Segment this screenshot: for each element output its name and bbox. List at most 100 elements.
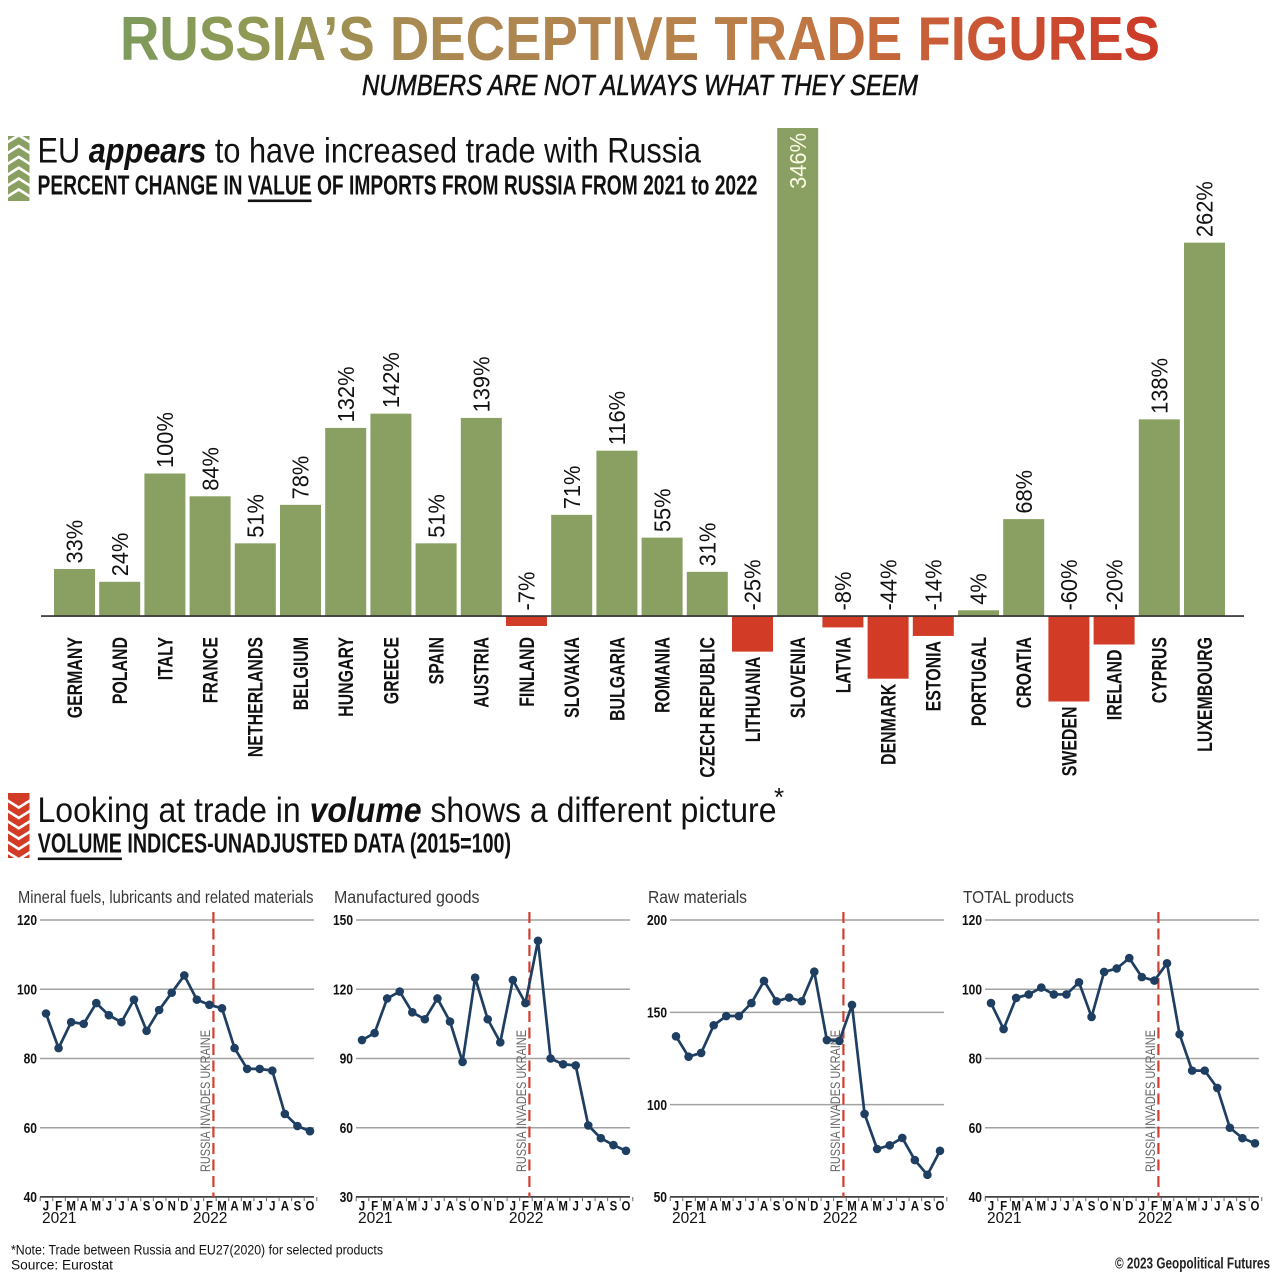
svg-text:-44%: -44% — [875, 560, 901, 611]
svg-text:FINLAND: FINLAND — [515, 637, 539, 707]
svg-text:N: N — [484, 1199, 492, 1214]
svg-text:50: 50 — [654, 1189, 667, 1206]
svg-text:J: J — [434, 1199, 440, 1214]
svg-text:120: 120 — [962, 912, 982, 929]
svg-text:F: F — [1151, 1199, 1158, 1214]
svg-text:S: S — [773, 1199, 781, 1214]
svg-text:-25%: -25% — [740, 560, 766, 611]
svg-text:F: F — [685, 1199, 692, 1214]
svg-text:volume: volume — [310, 791, 422, 830]
svg-text:M: M — [1011, 1199, 1021, 1214]
svg-text:F: F — [371, 1199, 378, 1214]
svg-text:Looking at trade in: Looking at trade in — [38, 791, 310, 830]
svg-text:SLOVAKIA: SLOVAKIA — [560, 637, 584, 718]
svg-text:to have increased trade with R: to have increased trade with Russia — [206, 132, 701, 171]
svg-text:N: N — [168, 1199, 176, 1214]
svg-text:M: M — [1162, 1199, 1172, 1214]
svg-text:© 2023 Geopolitical Futures: © 2023 Geopolitical Futures — [1115, 1256, 1270, 1273]
svg-text:100%: 100% — [152, 412, 178, 468]
svg-text:F: F — [55, 1199, 62, 1214]
svg-text:-20%: -20% — [1101, 560, 1127, 611]
svg-text:A: A — [546, 1199, 555, 1214]
svg-text:S: S — [610, 1199, 618, 1214]
svg-text:S: S — [459, 1199, 467, 1214]
svg-text:M: M — [696, 1199, 706, 1214]
svg-text:J: J — [585, 1199, 591, 1214]
svg-text:S: S — [294, 1199, 302, 1214]
svg-text:M: M — [242, 1199, 252, 1214]
svg-text:-7%: -7% — [514, 572, 540, 611]
svg-text:60: 60 — [969, 1120, 982, 1137]
svg-text:SWEDEN: SWEDEN — [1057, 707, 1081, 777]
svg-text:NUMBERS ARE NOT ALWAYS WHAT TH: NUMBERS ARE NOT ALWAYS WHAT THEY SEEM — [362, 70, 919, 102]
svg-text:2021: 2021 — [42, 1210, 76, 1227]
svg-text:A: A — [230, 1199, 239, 1214]
svg-text:LATVIA: LATVIA — [831, 637, 855, 693]
svg-text:ROMANIA: ROMANIA — [651, 637, 675, 713]
svg-text:138%: 138% — [1147, 358, 1173, 414]
svg-text:Source: Eurostat: Source: Eurostat — [11, 1258, 113, 1274]
svg-text:O: O — [1100, 1199, 1109, 1214]
svg-text:2021: 2021 — [672, 1210, 706, 1227]
svg-text:2022: 2022 — [509, 1210, 543, 1227]
svg-text:OF IMPORTS FROM RUSSIA FROM 20: OF IMPORTS FROM RUSSIA FROM 2021 to 2022 — [312, 170, 758, 201]
svg-text:J: J — [988, 1199, 994, 1214]
svg-text:J: J — [887, 1199, 893, 1214]
svg-text:FRANCE: FRANCE — [199, 637, 223, 703]
svg-text:O: O — [155, 1199, 164, 1214]
svg-text:AUSTRIA: AUSTRIA — [470, 637, 494, 708]
svg-text:BULGARIA: BULGARIA — [605, 637, 629, 721]
svg-text:SLOVENIA: SLOVENIA — [786, 637, 810, 718]
svg-text:J: J — [824, 1199, 830, 1214]
svg-text:LUXEMBOURG: LUXEMBOURG — [1193, 637, 1217, 752]
svg-text:116%: 116% — [604, 391, 630, 445]
svg-text:CYPRUS: CYPRUS — [1148, 637, 1172, 703]
svg-text:J: J — [1051, 1199, 1057, 1214]
svg-text:55%: 55% — [649, 488, 675, 532]
svg-text:M: M — [382, 1199, 392, 1214]
svg-text:D: D — [496, 1199, 505, 1214]
svg-text:33%: 33% — [62, 520, 88, 564]
svg-text:M: M — [1187, 1199, 1197, 1214]
svg-text:D: D — [810, 1199, 819, 1214]
svg-text:D: D — [180, 1199, 189, 1214]
svg-text:VALUE: VALUE — [248, 170, 312, 201]
svg-text:120: 120 — [333, 981, 353, 998]
svg-text:J: J — [106, 1199, 112, 1214]
svg-text:J: J — [573, 1199, 579, 1214]
svg-text:ESTONIA: ESTONIA — [922, 641, 946, 711]
svg-text:GERMANY: GERMANY — [63, 637, 87, 718]
svg-text:CZECH REPUBLIC: CZECH REPUBLIC — [696, 637, 720, 778]
svg-text:S: S — [143, 1199, 151, 1214]
svg-text:150: 150 — [333, 912, 353, 929]
svg-text:A: A — [1075, 1199, 1084, 1214]
svg-text:51%: 51% — [243, 494, 269, 538]
svg-text:D: D — [1125, 1199, 1134, 1214]
svg-text:BELGIUM: BELGIUM — [289, 637, 313, 710]
svg-text:J: J — [1214, 1199, 1220, 1214]
svg-text:346%: 346% — [785, 133, 811, 189]
svg-text:S: S — [924, 1199, 932, 1214]
svg-text:*: * — [774, 782, 784, 812]
svg-text:J: J — [359, 1199, 365, 1214]
svg-text:N: N — [798, 1199, 806, 1214]
svg-text:F: F — [522, 1199, 529, 1214]
svg-text:O: O — [471, 1199, 480, 1214]
svg-text:80: 80 — [969, 1051, 982, 1068]
svg-text:100: 100 — [647, 1097, 667, 1114]
svg-text:TOTAL products: TOTAL products — [963, 887, 1074, 907]
svg-text:F: F — [1000, 1199, 1007, 1214]
svg-text:VOLUME: VOLUME — [38, 828, 122, 859]
svg-text:-14%: -14% — [921, 560, 947, 611]
svg-text:68%: 68% — [1011, 470, 1037, 514]
svg-text:A: A — [911, 1199, 920, 1214]
svg-text:ITALY: ITALY — [153, 637, 177, 680]
svg-text:2022: 2022 — [823, 1210, 857, 1227]
svg-text:J: J — [422, 1199, 428, 1214]
svg-text:appears: appears — [89, 132, 207, 171]
svg-text:shows a different picture: shows a different picture — [422, 791, 777, 830]
svg-text:142%: 142% — [378, 352, 404, 408]
svg-text:J: J — [194, 1199, 200, 1214]
svg-text:M: M — [872, 1199, 882, 1214]
svg-text:EU: EU — [38, 132, 89, 171]
